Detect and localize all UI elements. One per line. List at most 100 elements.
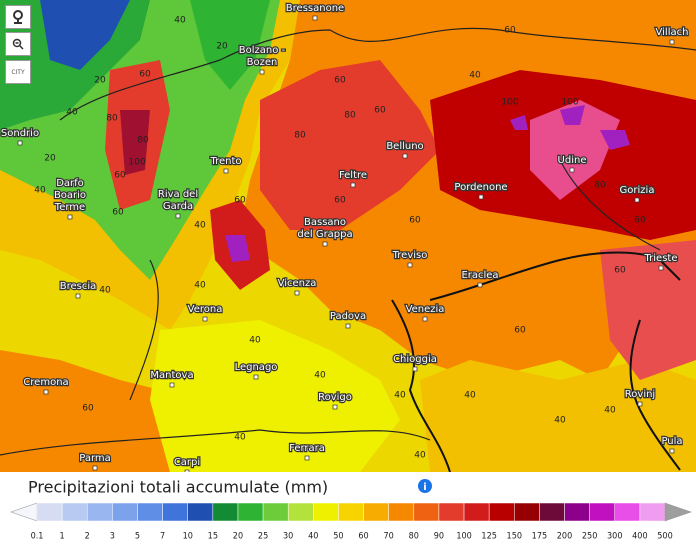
contour-label: 20	[94, 76, 106, 86]
city-marker	[412, 366, 418, 372]
locate-button[interactable]	[5, 5, 31, 29]
contour-label: 100	[501, 98, 518, 108]
legend-tick-label: 5	[135, 532, 140, 542]
legend-tick-label: 70	[384, 532, 394, 542]
city-marker	[402, 153, 408, 159]
contour-label: 60	[334, 196, 346, 206]
city-marker	[169, 382, 175, 388]
city-marker	[350, 182, 356, 188]
city-marker	[175, 213, 181, 219]
contour-label: 60	[614, 266, 626, 276]
legend-swatch	[589, 502, 616, 522]
legend-swatch	[287, 502, 314, 522]
city-marker	[658, 265, 664, 271]
city-label: Feltre	[339, 170, 367, 181]
legend-swatch	[61, 502, 88, 522]
city-marker	[259, 69, 265, 75]
legend-tick-label: 125	[481, 532, 496, 542]
city-label: Pula	[661, 436, 682, 447]
precip-area	[260, 60, 440, 230]
city-label: Cremona	[23, 377, 68, 388]
contour-label: 60	[504, 26, 516, 36]
legend-swatch	[162, 502, 188, 522]
info-icon[interactable]	[418, 479, 432, 493]
contour-label: 40	[99, 286, 111, 296]
contour-label: 40	[34, 186, 46, 196]
legend-swatch	[262, 502, 289, 522]
contour-label: 60	[112, 208, 124, 218]
city-label: Rovinj	[625, 389, 655, 400]
precip-area	[190, 0, 270, 90]
legend-tick-label: 2	[85, 532, 90, 542]
city-label: Legnago	[235, 362, 278, 373]
contour-label: 60	[139, 70, 151, 80]
contour-label: 20	[44, 154, 56, 164]
legend-tick-label: 1	[60, 532, 65, 542]
contour-label: 40	[554, 416, 566, 426]
city-label: Bassano	[304, 217, 346, 228]
contour-label: 40	[249, 336, 261, 346]
legend-tick-label: 50	[333, 532, 343, 542]
legend-swatch	[313, 502, 339, 522]
legend-tick-label: 80	[409, 532, 419, 542]
legend-tick-label: 20	[233, 532, 243, 542]
precip-area	[120, 110, 150, 175]
coastline	[391, 251, 681, 473]
city-marker	[202, 316, 208, 322]
city-label: Villach	[656, 27, 689, 38]
contour-label: 80	[137, 136, 149, 146]
legend-swatch	[539, 502, 565, 522]
city-label: Sondrio	[1, 128, 39, 139]
legend-tick-label: 10	[183, 532, 193, 542]
city-label: del Grappa	[297, 229, 352, 240]
precip-area	[225, 235, 250, 262]
city-label: Brescia	[60, 281, 97, 292]
city-marker	[17, 140, 23, 146]
city-button[interactable]: CITY	[5, 60, 31, 84]
legend-tick-label: 90	[434, 532, 444, 542]
legend-tick-label: 15	[208, 532, 218, 542]
legend-tick-label: 250	[582, 532, 597, 542]
legend-arrow-right	[664, 502, 692, 522]
city-label: Padova	[330, 311, 366, 322]
legend-swatch	[137, 502, 163, 522]
legend-swatch	[614, 502, 641, 522]
contour-label: 60	[82, 404, 94, 414]
city-marker	[634, 197, 640, 203]
city-label: Riva del	[158, 189, 198, 200]
legend-tick-label: 60	[358, 532, 368, 542]
zoom-button[interactable]	[5, 32, 31, 56]
city-label: Darfo	[56, 178, 84, 189]
city-marker	[294, 290, 300, 296]
legend-tick-label: 150	[507, 532, 522, 542]
legend-swatch	[488, 502, 515, 522]
info-icon-glyph: i	[423, 482, 426, 493]
contour-label: 60	[334, 76, 346, 86]
city-marker	[67, 214, 73, 220]
city-marker	[92, 465, 98, 471]
city-marker	[669, 39, 675, 45]
legend-tick-label: 7	[160, 532, 165, 542]
contour-label: 80	[106, 114, 118, 124]
city-label: Mantova	[150, 370, 193, 381]
city-marker	[569, 167, 575, 173]
city-label: Treviso	[392, 250, 428, 261]
precip-area	[420, 360, 696, 472]
city-label: Vicenza	[278, 278, 317, 289]
contour-label: 60	[114, 171, 126, 181]
precip-area	[530, 100, 620, 200]
city-marker	[223, 168, 229, 174]
city-marker	[345, 323, 351, 329]
city-marker	[477, 282, 483, 288]
zoom-icon	[12, 38, 24, 50]
city-label: Trento	[209, 156, 241, 167]
legend-tick-label: 3	[110, 532, 115, 542]
legend-title: Precipitazioni totali accumulate (mm)	[28, 478, 328, 497]
locate-icon	[13, 10, 23, 24]
city-marker	[322, 241, 328, 247]
contour-label: 40	[234, 433, 246, 443]
legend-swatch	[413, 502, 440, 522]
legend-tick-label: 200	[557, 532, 572, 542]
legend-swatch	[237, 502, 264, 522]
